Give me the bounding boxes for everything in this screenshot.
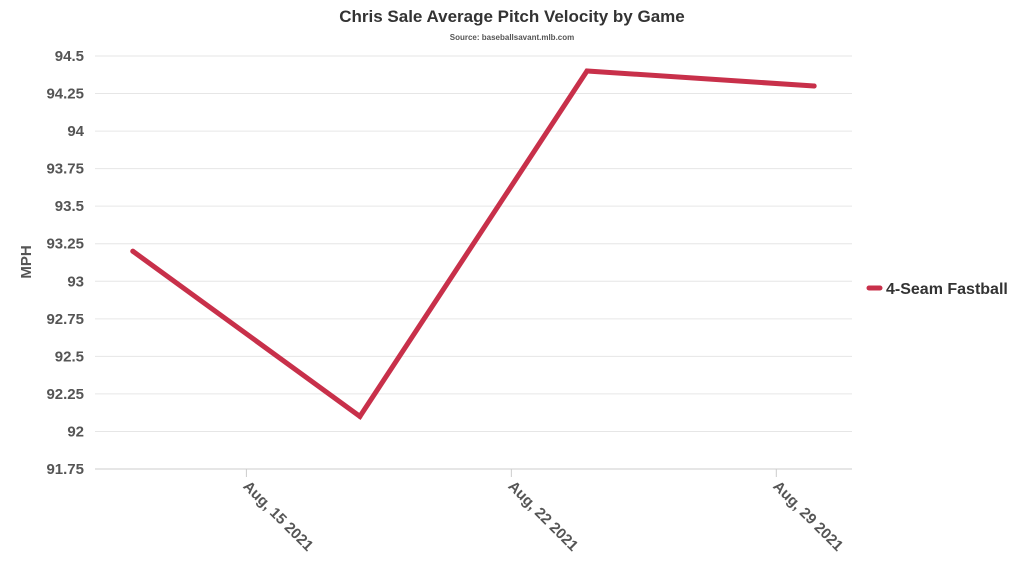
y-tick-label: 92.5 — [55, 348, 84, 365]
x-tick-label: Aug, 29 2021 — [769, 478, 846, 555]
gridlines — [95, 55, 852, 470]
data-point — [584, 68, 590, 74]
chart-title: Chris Sale Average Pitch Velocity by Gam… — [339, 7, 685, 26]
y-axis-ticks: 91.75 92 92.25 92.5 92.75 93 93.25 93.5 93.75 94 9… — [46, 48, 84, 478]
data-point — [357, 413, 363, 419]
y-tick-label: 94.5 — [55, 48, 84, 65]
series-layer — [130, 68, 817, 420]
y-tick-label: 92 — [67, 423, 84, 440]
series-line-4-seam-fastball — [130, 68, 817, 420]
x-axis-ticks: Aug, 15 2021 Aug, 22 2021 Aug, 29 2021 — [240, 469, 846, 555]
x-tick-label: Aug, 22 2021 — [505, 478, 582, 555]
y-tick-label: 92.25 — [46, 386, 84, 403]
y-tick-label: 94 — [67, 123, 84, 140]
y-axis-label: MPH — [18, 245, 35, 278]
data-point — [130, 248, 136, 254]
x-tick-label: Aug, 15 2021 — [240, 478, 317, 555]
y-tick-label: 93 — [67, 273, 84, 290]
legend-label[interactable]: 4-Seam Fastball — [886, 281, 1008, 298]
y-tick-label: 93.5 — [55, 198, 84, 215]
data-point — [811, 83, 817, 89]
y-tick-label: 93.75 — [46, 161, 84, 178]
y-tick-label: 91.75 — [46, 461, 84, 478]
chart-subtitle: Source: baseballsavant.mlb.com — [449, 33, 575, 42]
y-tick-label: 93.25 — [46, 236, 84, 253]
legend[interactable]: 4-Seam Fastball — [866, 281, 1008, 298]
y-tick-label: 94.25 — [46, 86, 84, 103]
y-tick-label: 92.75 — [46, 311, 84, 328]
